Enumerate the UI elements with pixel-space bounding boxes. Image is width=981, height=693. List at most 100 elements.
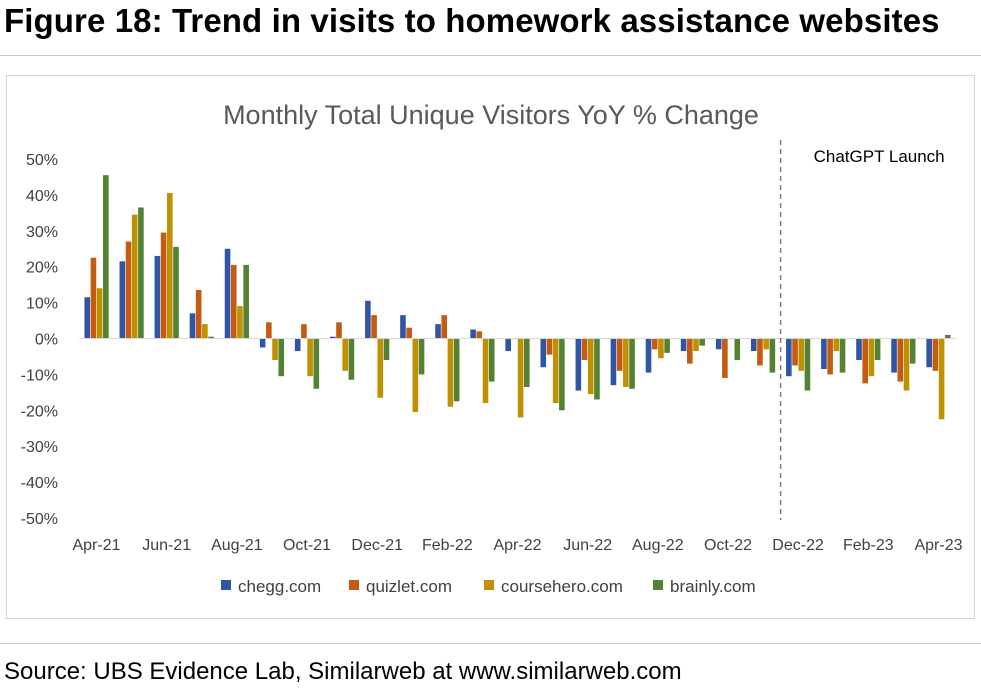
bar-coursehero-com-Feb-22 — [447, 338, 454, 407]
bar-brainly-com-Nov-21 — [348, 338, 355, 380]
bar-brainly-com-Oct-22 — [734, 338, 741, 361]
bar-coursehero-com-Jan-23 — [833, 338, 840, 352]
launch-marker-label: ChatGPT Launch — [814, 147, 945, 166]
bar-quizlet-com-Aug-21 — [230, 264, 237, 339]
y-tick-label: 10% — [26, 296, 58, 313]
bar-chegg-com-Jan-22 — [400, 315, 406, 339]
bar-chegg-com-May-21 — [119, 261, 126, 339]
bar-chegg-com-Sep-21 — [259, 338, 266, 348]
bar-chegg-com-Jun-21 — [154, 255, 161, 339]
bar-coursehero-com-Apr-23 — [938, 338, 945, 420]
bar-coursehero-com-Jun-22 — [587, 338, 594, 395]
bar-chegg-com-Feb-23 — [856, 338, 862, 361]
bar-chegg-com-Sep-22 — [680, 338, 687, 352]
bar-coursehero-com-Sep-22 — [693, 338, 699, 352]
bar-chegg-com-Dec-22 — [786, 338, 792, 377]
bar-chegg-com-Oct-21 — [294, 338, 301, 352]
bar-quizlet-com-Mar-22 — [476, 331, 483, 339]
y-tick-label: -50% — [21, 511, 58, 528]
bar-coursehero-com-Aug-22 — [658, 338, 664, 359]
bar-quizlet-com-Nov-22 — [757, 338, 763, 366]
bar-chegg-com-Jul-22 — [610, 338, 617, 386]
top-divider — [0, 55, 981, 56]
bar-quizlet-com-Mar-23 — [897, 338, 904, 382]
bar-quizlet-com-Feb-23 — [862, 338, 868, 384]
bar-coursehero-com-May-21 — [131, 214, 138, 339]
bar-chegg-com-Mar-22 — [470, 329, 476, 339]
x-tick-label: Dec-21 — [351, 537, 403, 554]
x-tick-label: Aug-21 — [211, 537, 263, 554]
bar-brainly-com-Jun-21 — [173, 246, 179, 339]
bar-brainly-com-Feb-23 — [874, 338, 881, 361]
bar-coursehero-com-Mar-23 — [903, 338, 910, 391]
bar-quizlet-com-Apr-21 — [90, 257, 97, 339]
bar-brainly-com-May-22 — [559, 338, 565, 411]
legend-swatch-coursehero-com — [484, 580, 494, 590]
bar-coursehero-com-Oct-21 — [307, 338, 313, 377]
bar-quizlet-com-Nov-21 — [336, 322, 342, 339]
y-axis: 50% 40% 30% 20% 10% 0% -10% -20% -30% -40% -50% — [21, 152, 58, 528]
y-tick-label: -20% — [21, 403, 58, 420]
x-tick-label: Apr-23 — [914, 537, 962, 554]
bar-quizlet-com-Jan-23 — [827, 338, 833, 375]
bar-brainly-com-Apr-21 — [103, 175, 109, 339]
legend-label-brainly-com: brainly.com — [670, 577, 756, 596]
bar-quizlet-com-Sep-21 — [266, 322, 272, 339]
y-tick-label: 20% — [26, 260, 58, 277]
bar-coursehero-com-Jan-22 — [412, 338, 419, 413]
bar-quizlet-com-Apr-23 — [932, 338, 939, 371]
bar-chegg-com-Apr-21 — [84, 297, 91, 339]
y-tick-label: 30% — [26, 224, 58, 241]
bar-brainly-com-Jan-23 — [839, 338, 846, 373]
legend: chegg.com quizlet.com coursehero.com brainl… — [221, 577, 756, 596]
bar-quizlet-com-Oct-21 — [301, 324, 307, 339]
bar-chegg-com-Feb-22 — [435, 324, 441, 339]
bar-quizlet-com-Jul-22 — [616, 338, 623, 371]
bar-brainly-com-Feb-22 — [453, 338, 460, 402]
chatgpt-launch-annotation: ChatGPT Launch — [779, 140, 945, 520]
x-tick-label: Feb-23 — [843, 537, 894, 554]
bar-quizlet-com-Jun-22 — [581, 338, 588, 361]
bar-brainly-com-Oct-21 — [313, 338, 320, 389]
legend-label-quizlet-com: quizlet.com — [366, 577, 452, 596]
x-tick-label: Apr-21 — [72, 537, 120, 554]
bar-brainly-com-Aug-21 — [243, 264, 249, 339]
bar-quizlet-com-May-22 — [546, 338, 553, 355]
bar-brainly-com-Jan-22 — [418, 338, 425, 375]
legend-swatch-chegg-com — [221, 580, 231, 590]
bar-brainly-com-Apr-23 — [944, 334, 951, 339]
bar-brainly-com-May-21 — [138, 207, 144, 339]
bar-coursehero-com-Feb-23 — [868, 338, 875, 377]
x-tick-label: Feb-22 — [422, 537, 473, 554]
bar-brainly-com-Dec-21 — [383, 338, 390, 361]
bar-coursehero-com-Dec-21 — [377, 338, 384, 398]
bar-coursehero-com-Apr-21 — [96, 288, 103, 339]
bar-chegg-com-Aug-22 — [645, 338, 652, 373]
bar-quizlet-com-Jul-21 — [195, 290, 202, 339]
bar-coursehero-com-Dec-22 — [798, 338, 805, 371]
bar-coursehero-com-Mar-22 — [482, 338, 489, 404]
bar-coursehero-com-May-22 — [552, 338, 559, 404]
bar-chegg-com-Dec-21 — [365, 300, 371, 339]
bar-brainly-com-Aug-22 — [664, 338, 670, 353]
bar-brainly-com-Sep-21 — [278, 338, 285, 377]
bar-coursehero-com-Nov-22 — [763, 338, 769, 350]
bar-chegg-com-Nov-22 — [750, 338, 757, 352]
bar-quizlet-com-Feb-22 — [441, 315, 448, 339]
x-tick-label: Jun-21 — [142, 537, 191, 554]
bar-coursehero-com-Jul-22 — [623, 338, 629, 387]
bar-chegg-com-May-22 — [540, 338, 547, 368]
bar-coursehero-com-Apr-22 — [517, 338, 524, 418]
bar-brainly-com-Nov-22 — [769, 338, 776, 373]
source-note: Source: UBS Evidence Lab, Similarweb at … — [4, 658, 682, 685]
bar-brainly-com-Jul-22 — [629, 338, 635, 389]
bar-chegg-com-Jul-21 — [189, 313, 196, 339]
bar-brainly-com-Apr-22 — [524, 338, 530, 387]
bar-coursehero-com-Nov-21 — [342, 338, 348, 371]
y-tick-label: 0% — [35, 332, 58, 349]
bar-chegg-com-Nov-21 — [330, 336, 336, 339]
bar-quizlet-com-Aug-22 — [651, 338, 658, 350]
bar-coursehero-com-Jun-21 — [167, 193, 173, 339]
bar-brainly-com-Sep-22 — [699, 338, 705, 346]
